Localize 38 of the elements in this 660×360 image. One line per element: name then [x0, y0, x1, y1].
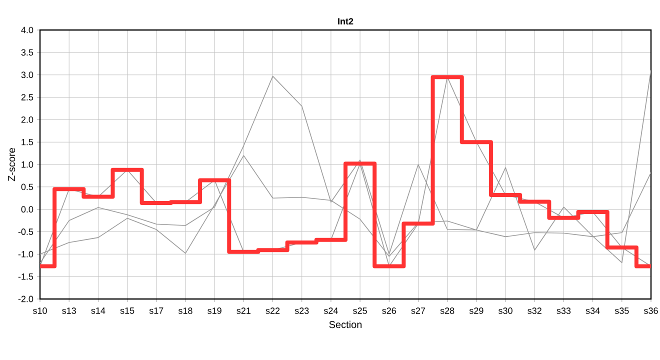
- x-tick-label: s35: [614, 308, 629, 314]
- x-tick-label: s22: [266, 308, 280, 314]
- x-tick-label: s26: [382, 308, 396, 314]
- x-tick-label: s27: [411, 308, 426, 314]
- y-tick-label: 0.0: [21, 206, 34, 213]
- y-tick-label: -1.5: [18, 273, 34, 280]
- x-tick-label: s32: [528, 308, 542, 314]
- x-tick-label: s14: [91, 308, 106, 314]
- x-axis-title: Section: [329, 320, 362, 328]
- x-tick-label: s15: [120, 308, 134, 314]
- y-tick-label: 1.0: [22, 161, 34, 168]
- x-tick-label: s34: [586, 308, 600, 314]
- x-tick-label: s23: [294, 308, 309, 314]
- y-tick-label: -0.5: [18, 228, 34, 235]
- y-tick-label: 2.5: [21, 94, 34, 100]
- y-tick-label: 1.5: [22, 138, 34, 146]
- y-tick-label: 3.0: [21, 72, 34, 78]
- x-tick-label: s10: [33, 308, 47, 314]
- x-tick-label: s33: [556, 308, 571, 314]
- x-tick-label: s24: [324, 308, 338, 314]
- x-tick-label: s29: [469, 308, 484, 314]
- x-tick-label: s25: [353, 308, 367, 314]
- y-tick-label: 0.5: [21, 184, 34, 190]
- y-tick-label: -2.0: [18, 296, 34, 302]
- x-tick-label: s17: [149, 308, 164, 314]
- x-tick-label: s28: [440, 308, 454, 314]
- x-tick-label: s36: [644, 308, 658, 314]
- x-tick-label: s21: [236, 308, 250, 314]
- y-tick-label: -1.0: [18, 250, 34, 258]
- x-tick-label: s13: [62, 308, 76, 314]
- chart-title: Int2: [338, 18, 354, 24]
- x-tick-label: s19: [208, 308, 222, 314]
- y-tick-label: 3.5: [21, 49, 34, 56]
- y-tick-label: 4.0: [21, 26, 34, 34]
- y-tick-label: 2.0: [21, 116, 34, 123]
- y-axis-title: Z-score: [8, 148, 16, 182]
- x-tick-label: s30: [498, 308, 512, 314]
- x-tick-label: s18: [178, 308, 192, 314]
